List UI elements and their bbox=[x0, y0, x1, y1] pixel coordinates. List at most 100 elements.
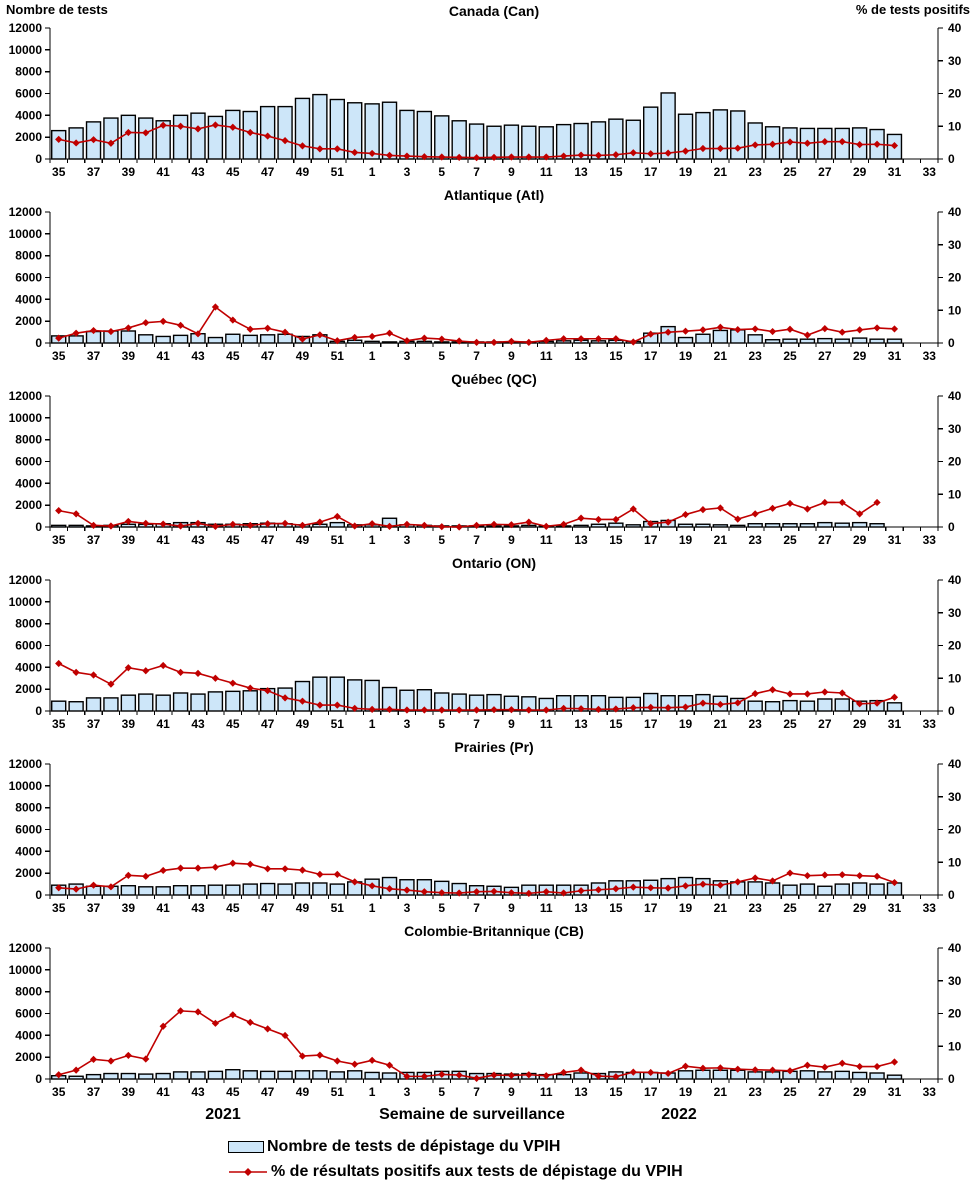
axis-label: 10000 bbox=[9, 227, 43, 241]
line-marker-week-5 bbox=[438, 153, 446, 161]
axis-label: 27 bbox=[818, 1085, 832, 1099]
line-marker-week-10 bbox=[525, 518, 533, 526]
line-marker-week-23 bbox=[751, 874, 759, 882]
axis-label: 43 bbox=[191, 533, 205, 547]
bar-week-51 bbox=[329, 883, 345, 896]
bar-week-26 bbox=[799, 1070, 816, 1080]
chart-title-ontario: Ontario (ON) bbox=[452, 555, 536, 571]
line-marker-week-37 bbox=[89, 136, 98, 144]
line-marker-week-7 bbox=[472, 154, 481, 162]
axis-label: 23 bbox=[748, 533, 762, 547]
bar-week-25 bbox=[782, 699, 798, 712]
bar-week-38 bbox=[103, 697, 119, 712]
line-marker-week-20 bbox=[699, 699, 707, 707]
line-marker-week-27 bbox=[821, 688, 829, 696]
axis-label: 23 bbox=[748, 1085, 762, 1099]
axis-label: 35 bbox=[52, 901, 66, 915]
bar-week-43 bbox=[190, 885, 206, 896]
axis-label: 30 bbox=[948, 238, 962, 252]
line-marker-week-39 bbox=[124, 1051, 132, 1060]
line-marker-week-38 bbox=[107, 1057, 115, 1065]
axis-label: 10000 bbox=[9, 779, 43, 793]
axis-label: 40 bbox=[948, 389, 962, 403]
line-marker-week-1 bbox=[368, 1056, 376, 1064]
axis-label: 19 bbox=[679, 533, 693, 547]
axis-label: 7 bbox=[473, 901, 480, 915]
line-marker-week-46 bbox=[246, 521, 254, 529]
bar-week-24 bbox=[764, 701, 781, 712]
axis-label: 25 bbox=[783, 717, 797, 731]
axis-label: 29 bbox=[853, 165, 867, 179]
line-marker-week-37 bbox=[89, 326, 98, 335]
bar-week-17 bbox=[643, 692, 659, 712]
axis-label: 8000 bbox=[15, 65, 42, 79]
axis-label: 6000 bbox=[15, 87, 42, 101]
axis-label: 31 bbox=[888, 349, 902, 363]
axis-label: 17 bbox=[644, 717, 658, 731]
line-marker-week-26 bbox=[803, 1061, 812, 1069]
line-marker-week-44 bbox=[211, 863, 220, 871]
axis-label: 33 bbox=[923, 349, 937, 363]
line-marker-week-12 bbox=[560, 1068, 568, 1077]
line-marker-week-10 bbox=[525, 153, 533, 161]
axis-label: 47 bbox=[261, 901, 275, 915]
axis-label: 40 bbox=[948, 757, 962, 771]
bar-week-46 bbox=[242, 334, 258, 344]
axis-label: 17 bbox=[644, 165, 658, 179]
axis-label: 20 bbox=[948, 87, 962, 101]
line-marker-week-22 bbox=[734, 515, 742, 523]
axis-label: 6000 bbox=[15, 455, 42, 469]
axis-label: 2000 bbox=[15, 682, 42, 696]
axis-label: 23 bbox=[748, 349, 762, 363]
axis-label: 5 bbox=[438, 533, 445, 547]
line-marker-week-30 bbox=[873, 1062, 881, 1071]
line-marker-week-41 bbox=[159, 866, 167, 875]
line-marker-week-51 bbox=[333, 145, 341, 153]
line-marker-week-24 bbox=[768, 686, 777, 694]
axis-label: 51 bbox=[331, 901, 345, 915]
axis-label: 37 bbox=[87, 165, 101, 179]
line-marker-week-29 bbox=[856, 1062, 864, 1071]
bar-week-31 bbox=[886, 338, 903, 344]
line-marker-week-28 bbox=[838, 328, 846, 336]
axis-label: 15 bbox=[609, 1085, 623, 1099]
line-marker-week-11 bbox=[542, 153, 550, 161]
bar-week-39 bbox=[120, 885, 137, 896]
line-marker-week-19 bbox=[681, 147, 690, 155]
axis-label: 7 bbox=[473, 1085, 480, 1099]
axis-label: 39 bbox=[122, 533, 136, 547]
bar-week-15 bbox=[608, 522, 624, 528]
line-marker-week-52 bbox=[351, 704, 359, 712]
chart-canada: Canada (Can) 0 2000 4000 6000 8000 10000 12000 0… bbox=[9, 3, 962, 179]
axis-label: 5 bbox=[438, 165, 445, 179]
line-marker-week-13 bbox=[577, 1066, 585, 1074]
bar-week-37 bbox=[85, 697, 102, 712]
bar-week-20 bbox=[695, 523, 711, 528]
bar-week-23 bbox=[747, 700, 763, 712]
line-marker-week-7 bbox=[472, 706, 481, 714]
line-marker-week-40 bbox=[142, 667, 150, 675]
axis-label: 13 bbox=[574, 1085, 588, 1099]
bar-week-7 bbox=[468, 123, 485, 160]
line-marker-week-20 bbox=[699, 506, 707, 514]
bar-week-40 bbox=[138, 1073, 154, 1080]
axis-label: 3 bbox=[404, 901, 411, 915]
line-marker-week-49 bbox=[298, 697, 307, 705]
line-marker-week-52 bbox=[351, 148, 359, 157]
bar-week-23 bbox=[747, 334, 763, 344]
bar-week-14 bbox=[590, 523, 607, 528]
panel-colombie-britannique: Colombie-Britannique (CB) 0 2000 4000 6000 80… bbox=[0, 922, 976, 1106]
line-marker-week-47 bbox=[264, 1025, 272, 1033]
axis-label: 41 bbox=[156, 901, 170, 915]
axis-label: 27 bbox=[818, 349, 832, 363]
axis-label: 31 bbox=[888, 1085, 902, 1099]
axis-label: 0 bbox=[948, 336, 955, 350]
line-marker-week-41 bbox=[159, 317, 167, 325]
axis-label: 9 bbox=[508, 165, 515, 179]
axis-label: 5 bbox=[438, 901, 445, 915]
charts-container: Canada (Can) 0 2000 4000 6000 8000 10000 12000 0… bbox=[0, 2, 976, 1106]
axis-label: 19 bbox=[679, 717, 693, 731]
line-marker-week-40 bbox=[142, 319, 150, 327]
bar-week-26 bbox=[799, 338, 816, 344]
bar-week-49 bbox=[294, 1070, 311, 1080]
